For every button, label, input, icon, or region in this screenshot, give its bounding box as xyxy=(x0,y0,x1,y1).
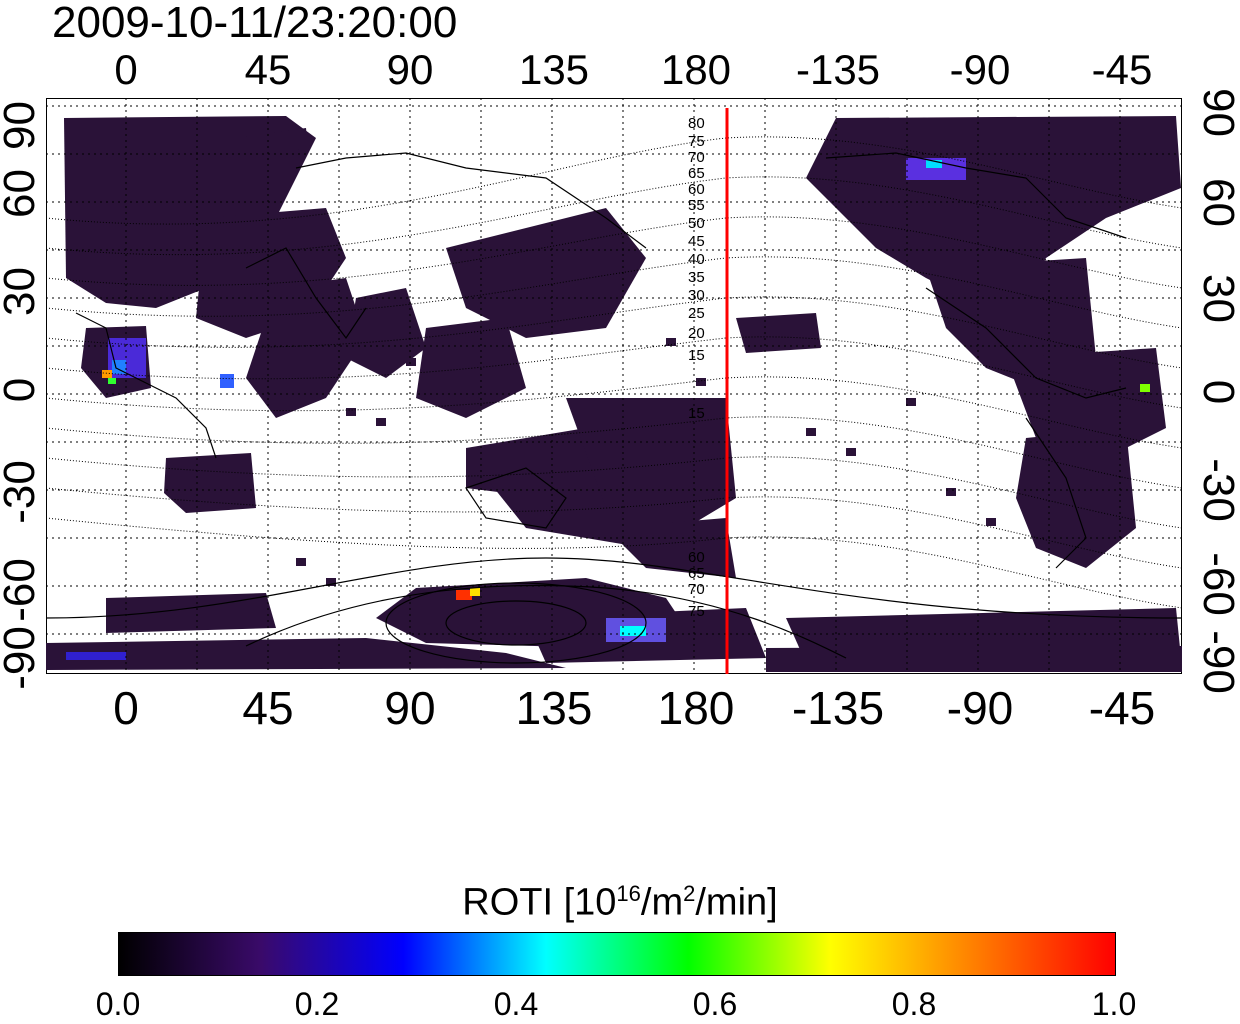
right-lat-tick: 90 xyxy=(1194,88,1240,137)
contour-label-group: 80 75 70 65 60 55 50 45 40 35 30 25 20 1… xyxy=(688,115,705,620)
bottom-lon-tick: 135 xyxy=(515,682,593,734)
coastlines xyxy=(75,152,1127,569)
top-lon-tick: 0 xyxy=(114,46,138,93)
right-lat-tick: 0 xyxy=(1194,379,1240,405)
colorbar-title-unit: /m xyxy=(640,881,684,924)
left-lat-tick: 0 xyxy=(0,366,44,414)
lat-lon-grid xyxy=(46,98,1182,674)
colorbar-title-suffix: /min] xyxy=(695,881,778,924)
colorbar-tick: 0.6 xyxy=(692,986,738,1022)
contour-label: 70 xyxy=(688,149,705,166)
right-lat-tick: 60 xyxy=(1194,178,1240,227)
right-lat-tick: 30 xyxy=(1194,274,1240,323)
top-lon-tick: -135 xyxy=(795,46,881,93)
contour-label: 70 xyxy=(688,581,705,598)
colorbar-title-prefix: ROTI [10 xyxy=(462,881,617,924)
contour-label: 25 xyxy=(688,305,705,322)
colorbar-title-exponent: 16 xyxy=(616,881,641,906)
roti-scatter xyxy=(296,338,996,586)
bottom-lon-tick: -45 xyxy=(1088,682,1156,734)
colorbar xyxy=(118,932,1116,976)
top-lon-tick: 45 xyxy=(244,46,292,93)
right-lat-tick: -90 xyxy=(1194,630,1240,694)
contour-label: 60 xyxy=(688,181,705,198)
top-lon-tick: -45 xyxy=(1091,46,1153,93)
colorbar-tick: 0.2 xyxy=(294,986,340,1022)
contour-label: 15 xyxy=(688,405,705,422)
contour-label: 20 xyxy=(688,325,705,342)
contour-label: 50 xyxy=(688,215,705,232)
bottom-lon-tick: 180 xyxy=(657,682,735,734)
bottom-lon-tick: 45 xyxy=(242,682,294,734)
left-lat-tick: 60 xyxy=(0,169,44,218)
colorbar-tick: 1.0 xyxy=(1091,986,1137,1022)
contour-label: 80 xyxy=(688,115,705,132)
colorbar-title: ROTI [1016/m2/min] xyxy=(0,872,1240,925)
roti-patches xyxy=(46,116,1182,672)
bottom-lon-tick: 0 xyxy=(113,682,139,734)
contour-label: 75 xyxy=(688,133,705,150)
bottom-lon-tick: -135 xyxy=(791,682,885,734)
left-lat-tick: -90 xyxy=(0,626,44,690)
left-lat-tick: 90 xyxy=(0,101,44,150)
contour-lines-south xyxy=(46,557,1182,664)
contour-label: 55 xyxy=(688,197,705,214)
bottom-lon-tick: -90 xyxy=(946,682,1014,734)
contour-lines xyxy=(46,136,1182,609)
contour-label: 60 xyxy=(688,549,705,566)
right-lat-tick: -30 xyxy=(1194,458,1240,522)
contour-label: 35 xyxy=(688,269,705,286)
left-lat-tick: -30 xyxy=(0,460,44,524)
top-lon-tick: 180 xyxy=(660,46,732,93)
left-lat-tick: 30 xyxy=(0,267,44,316)
contour-label: 65 xyxy=(688,565,705,582)
top-lon-tick: 90 xyxy=(386,46,434,93)
roti-map: 80 75 70 65 60 55 50 45 40 35 30 25 20 1… xyxy=(46,98,1182,674)
colorbar-tick: 0.0 xyxy=(95,986,141,1022)
contour-label: 75 xyxy=(688,603,705,620)
roti-hotspots xyxy=(66,158,1150,660)
top-lon-tick: 135 xyxy=(518,46,590,93)
bottom-lon-tick: 90 xyxy=(384,682,436,734)
contour-label: 30 xyxy=(688,287,705,304)
colorbar-title-exponent: 2 xyxy=(683,881,696,906)
contour-label: 15 xyxy=(688,347,705,364)
map-title: 2009-10-11/23:20:00 xyxy=(52,0,458,47)
contour-label: 65 xyxy=(688,165,705,182)
contour-label: 40 xyxy=(688,251,705,268)
top-lon-tick: -90 xyxy=(949,46,1011,93)
colorbar-tick: 0.8 xyxy=(891,986,937,1022)
contour-label: 45 xyxy=(688,233,705,250)
colorbar-tick: 0.4 xyxy=(493,986,539,1022)
